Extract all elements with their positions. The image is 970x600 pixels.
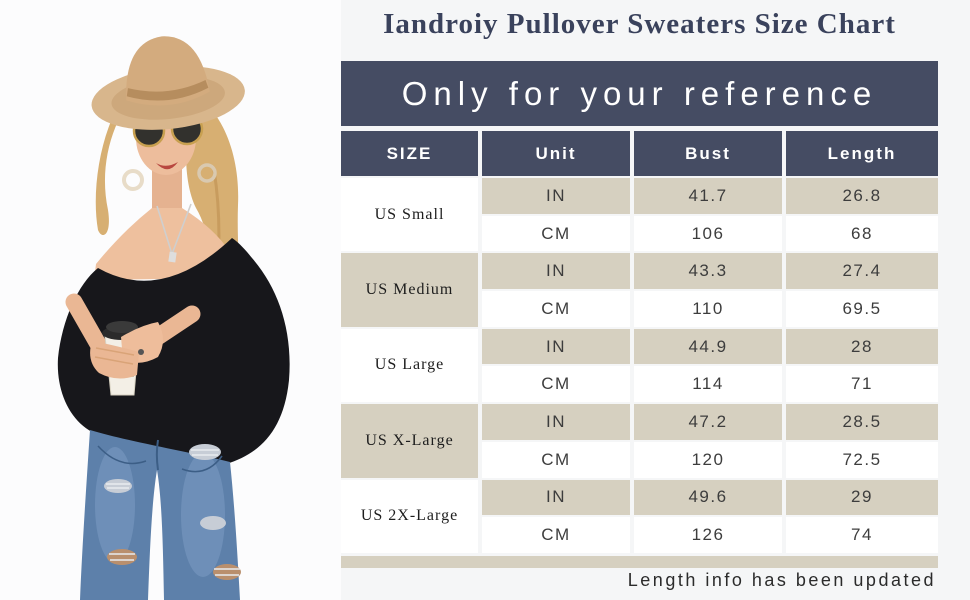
unit-cell: IN (482, 178, 630, 214)
size-label-us-x-large: US X-Large (341, 404, 478, 478)
size-label-us-2x-large: US 2X-Large (341, 479, 478, 553)
model-illustration (0, 0, 341, 600)
necklace (156, 203, 192, 263)
size-label-us-small: US Small (341, 178, 478, 252)
unit-cell: IN (482, 253, 630, 290)
size-label-us-large: US Large (341, 328, 478, 403)
reference-banner: Only for your reference (341, 61, 938, 126)
length-value: 68 (786, 215, 938, 252)
bust-value: 44.9 (634, 328, 782, 365)
col-header-bust: Bust (634, 131, 782, 176)
table-footer-strip (341, 556, 938, 568)
length-value: 28 (786, 328, 938, 365)
unit-cell: CM (482, 517, 630, 553)
col-header-unit: Unit (482, 131, 630, 176)
col-header-size: SIZE (341, 131, 478, 176)
unit-cell: CM (482, 441, 630, 478)
unit-cell: IN (482, 328, 630, 365)
lips (156, 162, 178, 170)
unit-cell: CM (482, 291, 630, 327)
straw-hat (91, 36, 245, 130)
length-value: 69.5 (786, 291, 938, 327)
bust-value: 106 (634, 215, 782, 252)
length-value: 28.5 (786, 404, 938, 440)
bust-value: 126 (634, 517, 782, 553)
bust-value: 120 (634, 441, 782, 478)
unit-cell: IN (482, 479, 630, 516)
hands (90, 322, 163, 379)
length-value: 72.5 (786, 441, 938, 478)
bust-value: 41.7 (634, 178, 782, 214)
length-value: 71 (786, 366, 938, 403)
model-photo (0, 0, 341, 600)
unit-cell: CM (482, 366, 630, 403)
length-value: 27.4 (786, 253, 938, 290)
bust-value: 43.3 (634, 253, 782, 290)
length-value: 29 (786, 479, 938, 516)
ripped-jeans (80, 430, 241, 600)
unit-cell: CM (482, 215, 630, 252)
col-header-length: Length (786, 131, 938, 176)
update-note: Length info has been updated (627, 570, 936, 590)
size-table: SIZE Unit Bust Length US Small IN 41.7 2… (341, 131, 938, 553)
unit-cell: IN (482, 404, 630, 440)
bust-value: 114 (634, 366, 782, 403)
size-chart-panel: Iandroiy Pullover Sweaters Size Chart On… (341, 0, 938, 600)
bust-value: 110 (634, 291, 782, 327)
bust-value: 49.6 (634, 479, 782, 516)
length-value: 26.8 (786, 178, 938, 214)
size-label-us-medium: US Medium (341, 253, 478, 327)
jeans-rips (104, 444, 241, 580)
black-sweater (57, 238, 290, 464)
bust-value: 47.2 (634, 404, 782, 440)
earring-left (122, 169, 144, 191)
earring-right (197, 163, 217, 183)
page-title: Iandroiy Pullover Sweaters Size Chart (383, 8, 896, 40)
length-value: 74 (786, 517, 938, 553)
